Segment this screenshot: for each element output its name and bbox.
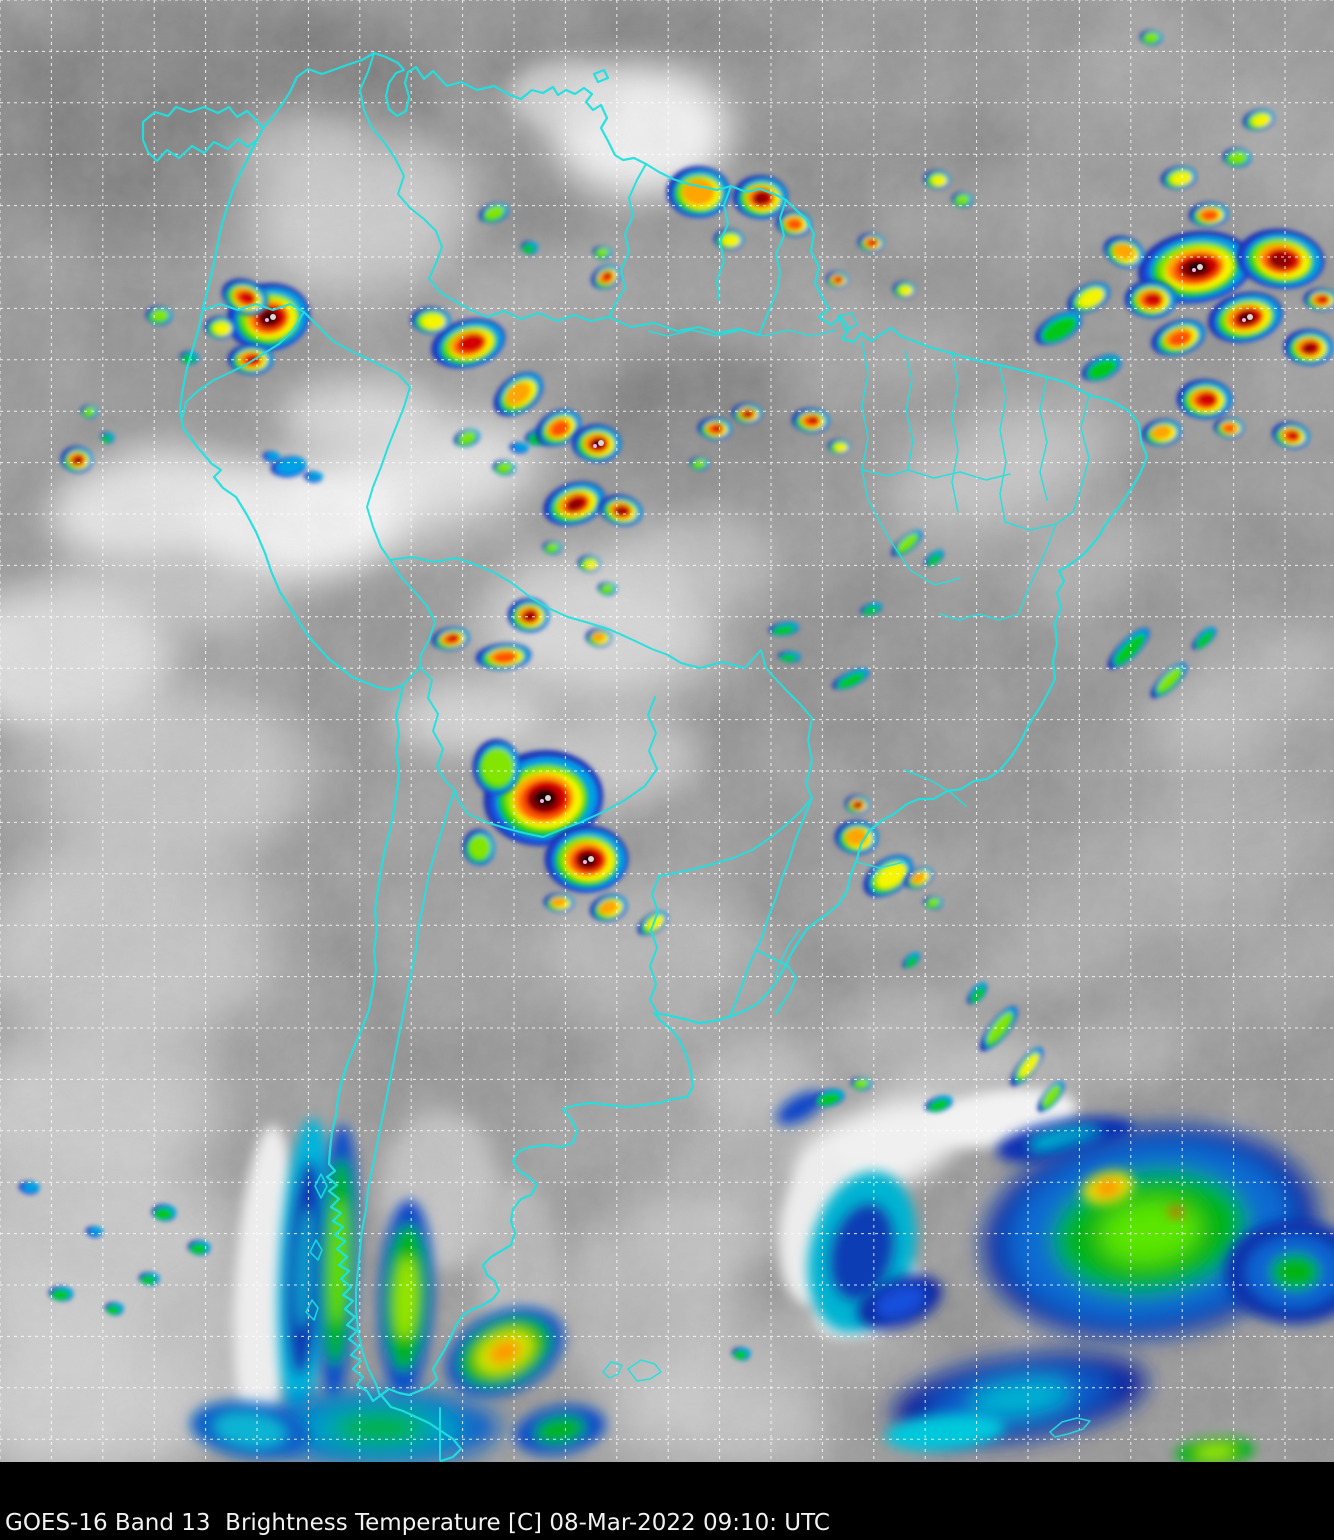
satellite-image-canvas [0, 0, 1334, 1462]
caption-text: GOES-16 Band 13 Brightness Temperature [… [5, 1510, 830, 1536]
caption-bar: GOES-16 Band 13 Brightness Temperature [… [0, 1462, 1334, 1540]
satellite-map [0, 0, 1334, 1462]
